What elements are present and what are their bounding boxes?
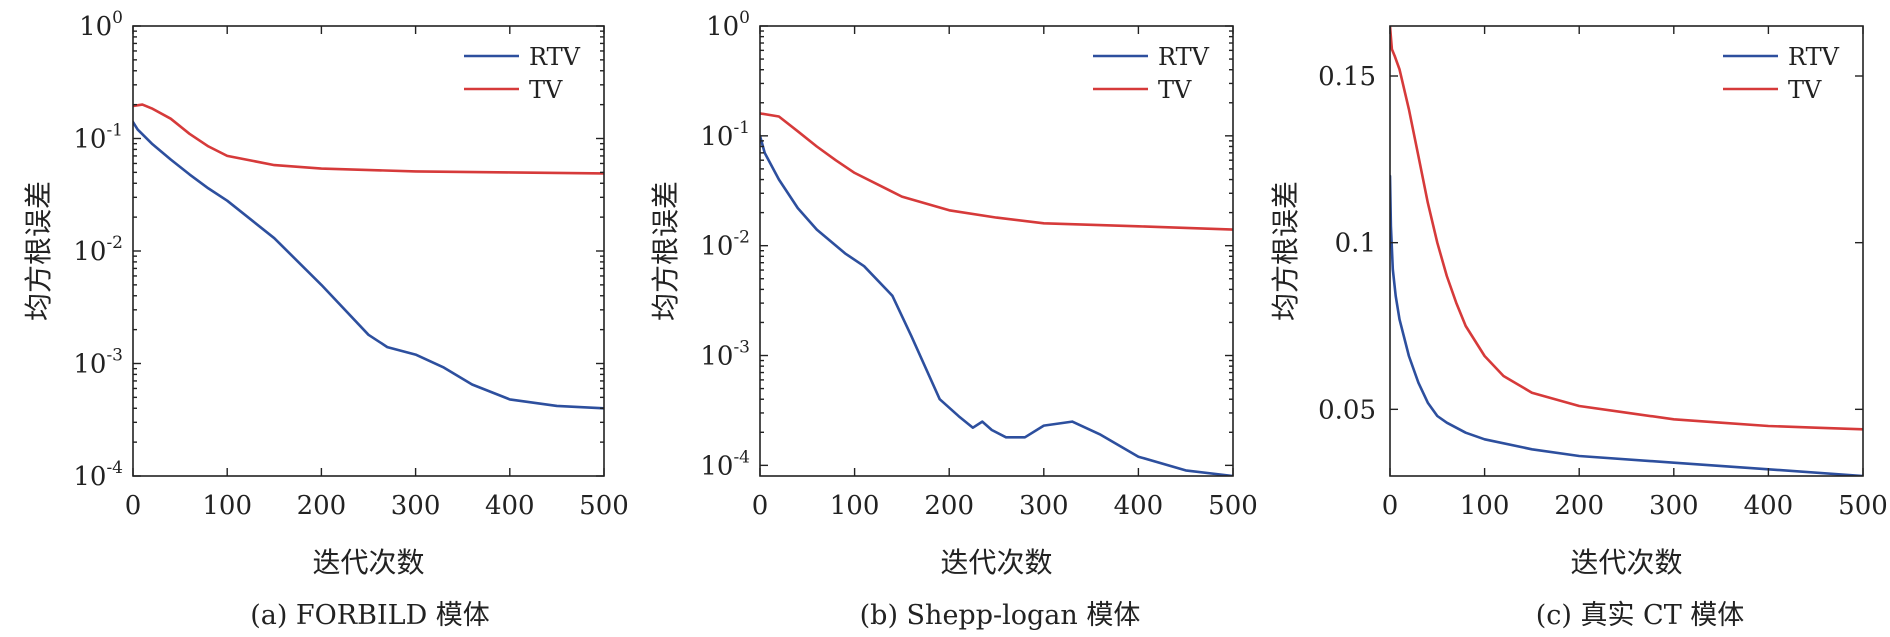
y-tick-base: 10: [73, 350, 106, 380]
y-tick-exponent: -1: [733, 118, 750, 138]
y-tick-exponent: -2: [106, 233, 123, 253]
x-axis-label: 迭代次数: [1570, 546, 1682, 579]
legend-label-tv: TV: [1158, 76, 1192, 104]
series-line-tv: [133, 103, 604, 175]
y-tick-base: 10: [73, 125, 106, 155]
x-axis-label: 迭代次数: [312, 546, 424, 579]
plot-frame: [1389, 25, 1864, 477]
x-tick-label: 300: [391, 491, 441, 521]
panel-caption: (a) FORBILD 模体: [250, 600, 490, 631]
x-tick-label: 0: [1382, 491, 1399, 521]
legend-label-tv: TV: [1788, 76, 1822, 104]
y-tick-label: 10-3: [700, 338, 750, 372]
y-tick-base: 10: [73, 237, 106, 267]
y-tick-exponent: 0: [112, 8, 123, 28]
y-tick-base: 10: [700, 122, 733, 152]
x-tick-label: 300: [1019, 491, 1069, 521]
y-axis-label: 均方根误差: [649, 181, 682, 321]
y-tick-exponent: -3: [733, 338, 750, 358]
series-line-rtv: [133, 120, 604, 410]
y-tick-base: 10: [700, 451, 733, 481]
panel-caption: (b) Shepp-logan 模体: [860, 600, 1141, 631]
x-axis-label: 迭代次数: [940, 546, 1052, 579]
y-tick-exponent: -3: [106, 346, 123, 366]
y-tick-label: 10-1: [700, 118, 750, 152]
y-tick-exponent: -2: [733, 228, 750, 248]
x-tick-label: 0: [752, 491, 769, 521]
x-tick-label: 400: [1744, 491, 1794, 521]
x-tick-label: 0: [125, 491, 142, 521]
chart-panel-1: 0 100 200 300 400 50010010-110-210-310-4迭代次数均…: [22, 8, 629, 631]
y-tick-label: 10-4: [73, 458, 123, 492]
chart-panel-2: 0 100 200 300 400 50010010-110-210-310-4迭代次数均…: [649, 8, 1258, 631]
y-tick-label: 10-2: [73, 233, 123, 267]
x-tick-label: 200: [297, 491, 347, 521]
y-tick-label: 0.1: [1335, 229, 1376, 259]
x-tick-label: 300: [1649, 491, 1699, 521]
legend-label-rtv: RTV: [1158, 43, 1210, 71]
legend-label-tv: TV: [529, 76, 563, 104]
x-tick-label: 500: [1838, 491, 1888, 521]
y-tick-label: 0.05: [1318, 395, 1376, 425]
y-tick-base: 10: [700, 232, 733, 262]
y-tick-label: 10-1: [73, 121, 123, 155]
y-axis-label: 均方根误差: [22, 181, 55, 321]
series-line-tv: [760, 112, 1233, 231]
x-tick-label: 500: [579, 491, 629, 521]
y-tick-label: 100: [706, 8, 750, 42]
series-line-tv: [1390, 26, 1863, 431]
y-tick-label: 0.15: [1318, 62, 1376, 92]
series-line-rtv: [1390, 174, 1863, 476]
chart-panel-3: 0 100 200 300 400 500 0.15 0.1 0.05 迭代次数 均方根误差 RTV T…: [1269, 25, 1888, 631]
y-tick-exponent: 0: [739, 8, 750, 28]
y-tick-base: 10: [700, 342, 733, 372]
y-tick-base: 10: [706, 12, 739, 42]
y-tick-base: 10: [73, 462, 106, 492]
x-tick-label: 200: [1554, 491, 1604, 521]
x-tick-label: 200: [924, 491, 974, 521]
x-tick-label: 100: [830, 491, 880, 521]
y-tick-label: 100: [79, 8, 123, 42]
y-tick-exponent: -4: [106, 458, 123, 478]
y-tick-exponent: -4: [733, 447, 750, 467]
panel-caption: (c) 真实 CT 模体: [1536, 600, 1745, 631]
y-tick-label: 10-3: [73, 346, 123, 380]
y-tick-label: 10-4: [700, 447, 750, 481]
x-tick-label: 100: [202, 491, 252, 521]
x-tick-label: 500: [1208, 491, 1258, 521]
y-tick-label: 10-2: [700, 228, 750, 262]
y-tick-base: 10: [79, 12, 112, 42]
x-tick-label: 400: [485, 491, 535, 521]
legend-label-rtv: RTV: [529, 43, 581, 71]
legend-label-rtv: RTV: [1788, 43, 1840, 71]
y-tick-exponent: -1: [106, 121, 123, 141]
series-line-rtv: [760, 134, 1233, 476]
y-axis-label: 均方根误差: [1269, 181, 1302, 321]
x-tick-label: 400: [1114, 491, 1164, 521]
x-tick-label: 100: [1460, 491, 1510, 521]
